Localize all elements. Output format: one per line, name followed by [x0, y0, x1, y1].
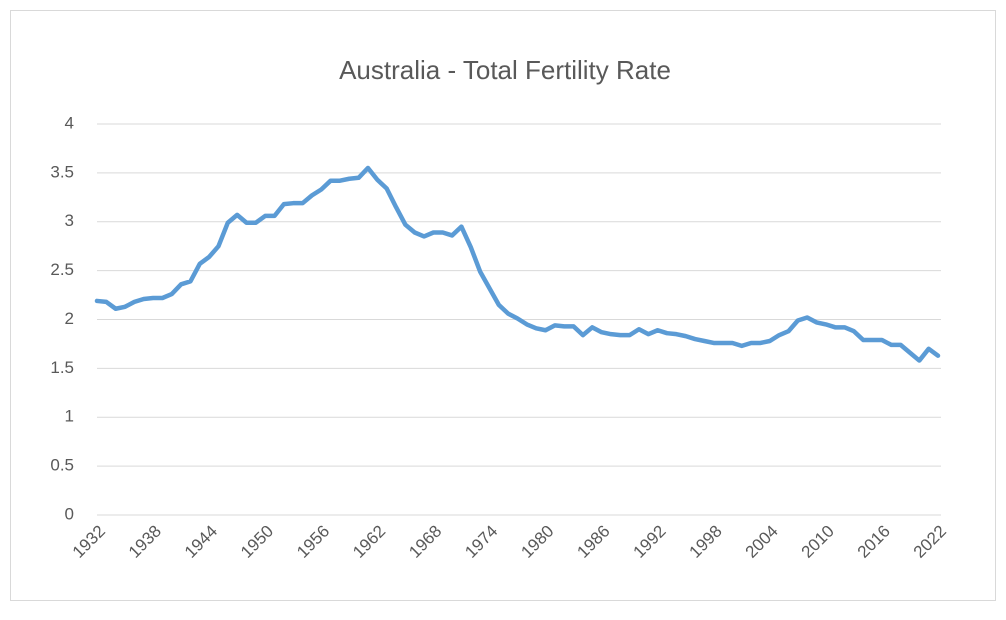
- y-tick-label: 1: [65, 407, 74, 426]
- y-tick-label: 0: [65, 504, 74, 523]
- y-tick-label: 2.5: [50, 260, 74, 279]
- y-tick-label: 0.5: [50, 456, 74, 475]
- y-tick-label: 3: [65, 211, 74, 230]
- y-tick-label: 4: [65, 113, 74, 132]
- y-tick-label: 3.5: [50, 162, 74, 181]
- chart-border: [10, 10, 996, 601]
- chart-title: Australia - Total Fertility Rate: [339, 55, 671, 85]
- y-tick-label: 2: [65, 309, 74, 328]
- y-tick-label: 1.5: [50, 358, 74, 377]
- data-line: [94, 165, 941, 363]
